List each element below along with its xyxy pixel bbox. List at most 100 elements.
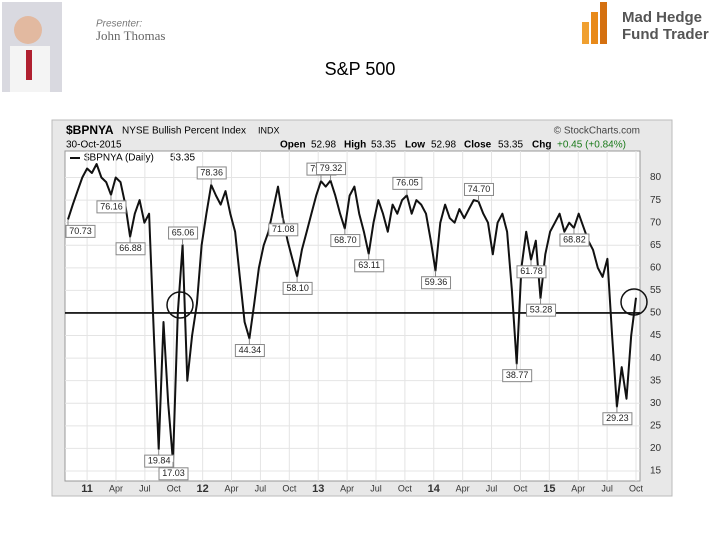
data-label: 19.84 [148, 455, 171, 465]
logo-bar [582, 22, 589, 44]
y-tick-label: 60 [650, 262, 662, 273]
y-tick-label: 20 [650, 443, 662, 454]
series-line [67, 163, 637, 463]
label-box [602, 412, 633, 426]
label-box [316, 162, 347, 176]
label-box [158, 467, 189, 481]
x-tick-label: Oct [167, 483, 182, 493]
x-tick-label: Apr [340, 483, 354, 493]
quote-label: High [344, 140, 366, 151]
presenter-name: John Thomas [96, 28, 165, 43]
x-tick-label: Apr [109, 483, 123, 493]
x-tick-label: Apr [571, 483, 585, 493]
y-tick-label: 15 [650, 466, 662, 477]
x-tick-label: 15 [543, 483, 555, 495]
label-box [502, 369, 533, 383]
data-label: 79.32 [320, 163, 343, 173]
y-tick-label: 65 [650, 240, 662, 251]
label-box [144, 454, 175, 468]
label-box [196, 166, 227, 180]
label-box [392, 176, 423, 190]
x-tick-label: Jul [139, 483, 151, 493]
y-tick-label: 45 [650, 330, 662, 341]
y-tick-label: 55 [650, 285, 662, 296]
data-label: 65.06 [172, 227, 195, 237]
date: 30-Oct-2015 [66, 140, 122, 151]
x-tick-label: Oct [513, 483, 528, 493]
quote-value: 53.35 [498, 140, 523, 151]
data-label: 71.08 [272, 224, 295, 234]
y-tick-label: 75 [650, 195, 662, 206]
label-box [330, 234, 361, 248]
quote-label: Low [405, 140, 425, 151]
y-tick-label: 50 [650, 308, 662, 319]
legend-value: 53.35 [170, 153, 195, 164]
logo-text: Fund Trader [622, 26, 709, 43]
data-label: 61.78 [520, 266, 543, 276]
label-box [421, 276, 452, 290]
label-box [463, 182, 494, 196]
data-label: 76.16 [100, 201, 123, 211]
y-tick-label: 30 [650, 398, 662, 409]
data-label: 74.70 [468, 184, 491, 194]
data-label: 70.73 [69, 226, 92, 236]
highlight-circle [166, 291, 194, 319]
y-tick-label: 70 [650, 217, 662, 228]
x-tick-label: Apr [225, 483, 239, 493]
symbol: $BPNYA [66, 123, 114, 137]
label-box [516, 265, 547, 279]
quote: Open 52.98 High 53.35 Low 52.98 Close 53… [280, 140, 626, 151]
quote-label: Chg [532, 140, 551, 151]
data-label: 44.34 [239, 345, 262, 355]
quote-label: Open [280, 140, 306, 151]
data-label: 78.36 [200, 167, 223, 177]
quote-value: 52.98 [311, 140, 336, 151]
data-label: 76.05 [396, 178, 419, 188]
data-label: 59.36 [425, 277, 448, 287]
photo-face [14, 16, 42, 44]
label-box [115, 242, 146, 256]
label-box [268, 223, 299, 237]
x-tick-label: Jul [601, 483, 613, 493]
data-label: 58.10 [286, 283, 309, 293]
quote-value: +0.45 (+0.84%) [557, 140, 626, 151]
label-box [526, 303, 557, 317]
quote-value: 53.35 [371, 140, 396, 151]
logo-text: Mad Hedge [622, 9, 702, 26]
label-box [234, 344, 265, 358]
data-label: 53.28 [530, 305, 553, 315]
y-tick-label: 25 [650, 420, 662, 431]
x-tick-label: 12 [197, 483, 209, 495]
logo: Mad Hedge Fund Trader [582, 2, 709, 44]
label-box [168, 226, 199, 240]
label-box [559, 233, 590, 247]
data-label: 29.23 [606, 413, 629, 423]
label-box [282, 281, 313, 295]
legend-label: $BPNYA (Daily) [84, 153, 154, 164]
source: © StockCharts.com [554, 126, 640, 137]
presenter-label: Presenter: [96, 19, 142, 30]
label-box [354, 259, 385, 273]
x-tick-label: 14 [428, 483, 441, 495]
quote-value: 52.98 [431, 140, 456, 151]
exchange: INDX [258, 125, 280, 135]
data-label: 68.70 [334, 235, 357, 245]
highlight-circle [620, 288, 648, 316]
y-tick-label: 35 [650, 375, 662, 386]
x-tick-label: Jul [255, 483, 267, 493]
logo-bar [591, 12, 598, 44]
label-box [96, 200, 127, 214]
slide-title: S&P 500 [325, 59, 396, 79]
data-label: 68.82 [563, 234, 586, 244]
data-label: 17.03 [162, 468, 185, 478]
x-tick-label: Oct [398, 483, 413, 493]
y-tick-label: 80 [650, 172, 662, 183]
x-tick-label: Jul [486, 483, 498, 493]
x-tick-label: 13 [312, 483, 324, 495]
y-tick-label: 40 [650, 353, 662, 364]
x-tick-label: Apr [456, 483, 470, 493]
x-tick-label: 11 [81, 483, 93, 495]
photo-tie [26, 50, 32, 80]
